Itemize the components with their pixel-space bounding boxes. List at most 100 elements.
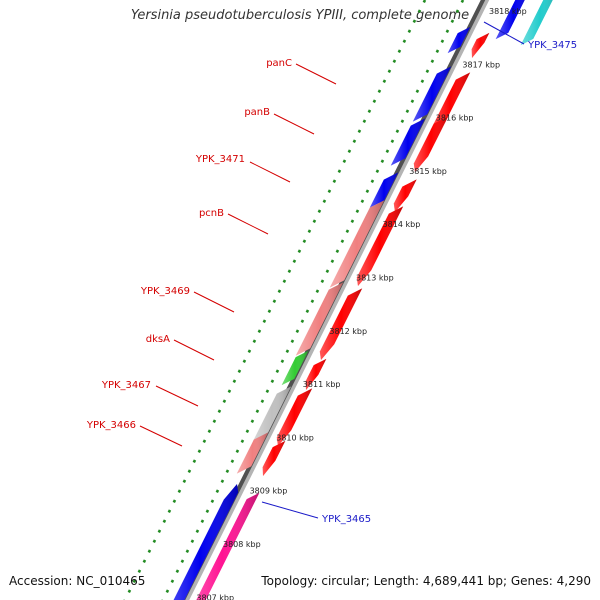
- scale-dot: [397, 49, 402, 53]
- scale-dot: [332, 179, 337, 183]
- scale-dot: [292, 259, 297, 263]
- scale-dot: [227, 389, 232, 393]
- gene-arrow-shade: [447, 26, 471, 54]
- gene-arrow-shade: [520, 0, 553, 46]
- scale-dot: [440, 39, 445, 43]
- scale-dot: [215, 489, 220, 493]
- scale-dot: [335, 249, 340, 253]
- leader-line: [295, 63, 337, 85]
- scale-label: 3813 kbp: [356, 274, 394, 283]
- gene-arrow-shade: [281, 350, 309, 386]
- scale-dot: [387, 69, 392, 73]
- scale-label: 3809 kbp: [250, 487, 288, 496]
- scale-dot: [362, 119, 367, 123]
- scale-tick-labels: 3818 kbp 3817 kbp 3816 kbp 3815 kbp 3814 kbp…: [196, 7, 526, 600]
- scale-label: 3818 kbp: [489, 7, 527, 16]
- scale-dot: [195, 529, 200, 533]
- scale-dot: [417, 9, 422, 13]
- scale-dot: [170, 579, 175, 583]
- scale-dot: [222, 399, 227, 403]
- scale-dot: [312, 219, 317, 223]
- scale-dot: [395, 129, 400, 133]
- scale-dot: [307, 229, 312, 233]
- scale-dot: [295, 329, 300, 333]
- scale-dot: [167, 509, 172, 513]
- gene-label: pcnB: [199, 208, 224, 219]
- scale-dot: [200, 519, 205, 523]
- gene-track: [173, 0, 553, 600]
- scale-dot: [192, 459, 197, 463]
- gene-arrow-shade: [393, 179, 417, 212]
- scale-dot: [255, 409, 260, 413]
- scale-dot: [152, 539, 157, 543]
- scale-dot: [310, 299, 315, 303]
- gene-arrow-shade: [471, 32, 490, 58]
- gene-arrow-shade: [262, 440, 286, 476]
- gene-arrow-shade: [196, 492, 260, 600]
- gene-label: YPK_3467: [101, 380, 151, 391]
- scale-dot: [197, 449, 202, 453]
- scale-dot: [240, 439, 245, 443]
- scale-dot: [425, 69, 430, 73]
- scale-dot: [445, 29, 450, 33]
- scale-dot: [230, 459, 235, 463]
- scale-dot: [172, 499, 177, 503]
- scale-dot: [415, 89, 420, 93]
- scale-dot: [352, 139, 357, 143]
- scale-dot: [450, 19, 455, 23]
- scale-dot: [330, 259, 335, 263]
- scale-dot: [202, 439, 207, 443]
- scale-dot: [342, 159, 347, 163]
- gene-label: YPK_3475: [527, 40, 577, 51]
- scale-dot: [247, 349, 252, 353]
- leader-line: [173, 339, 215, 361]
- gene-arrow-shade: [369, 172, 399, 208]
- scale-dot: [162, 519, 167, 523]
- scale-dot: [392, 59, 397, 63]
- scale-dot: [220, 479, 225, 483]
- scale-dot: [225, 469, 230, 473]
- scale-dot: [280, 359, 285, 363]
- scale-dot: [180, 559, 185, 563]
- scale-dot: [210, 499, 215, 503]
- scale-dot: [265, 389, 270, 393]
- scale-dot: [422, 0, 427, 3]
- scale-label: 3816 kbp: [436, 114, 474, 123]
- scale-dot: [372, 99, 377, 103]
- scale-dot: [165, 589, 170, 593]
- genome-title: Yersinia pseudotuberculosis YPIII, compl…: [130, 8, 470, 23]
- scale-dot: [137, 569, 142, 573]
- scale-dot: [250, 419, 255, 423]
- scale-dot: [217, 409, 222, 413]
- scale-dot: [375, 169, 380, 173]
- scale-dot: [177, 489, 182, 493]
- gene-arrow-shade: [412, 66, 452, 122]
- scale-dot: [320, 279, 325, 283]
- gene-label: YPK_3465: [321, 514, 371, 525]
- scale-dot: [262, 319, 267, 323]
- scale-dot: [242, 359, 247, 363]
- scale-dot: [132, 579, 137, 583]
- scale-dot: [260, 399, 265, 403]
- leader-line: [483, 21, 525, 45]
- scale-dot: [270, 379, 275, 383]
- scale-dot: [287, 269, 292, 273]
- scale-dot: [275, 369, 280, 373]
- gene-arrow-shade: [413, 116, 449, 172]
- scale-dot: [455, 9, 460, 13]
- scale-dot: [402, 39, 407, 43]
- scale-dot: [347, 149, 352, 153]
- scale-dot: [235, 449, 240, 453]
- scale-dot: [407, 29, 412, 33]
- scale-dot: [285, 349, 290, 353]
- scale-dots: [123, 0, 465, 600]
- scale-dot: [317, 209, 322, 213]
- scale-dot: [232, 379, 237, 383]
- scale-dot: [182, 479, 187, 483]
- gene-label: panC: [266, 58, 292, 69]
- scale-label: 3808 kbp: [223, 540, 261, 549]
- scale-dot: [377, 89, 382, 93]
- scale-dot: [157, 529, 162, 533]
- scale-dot: [410, 99, 415, 103]
